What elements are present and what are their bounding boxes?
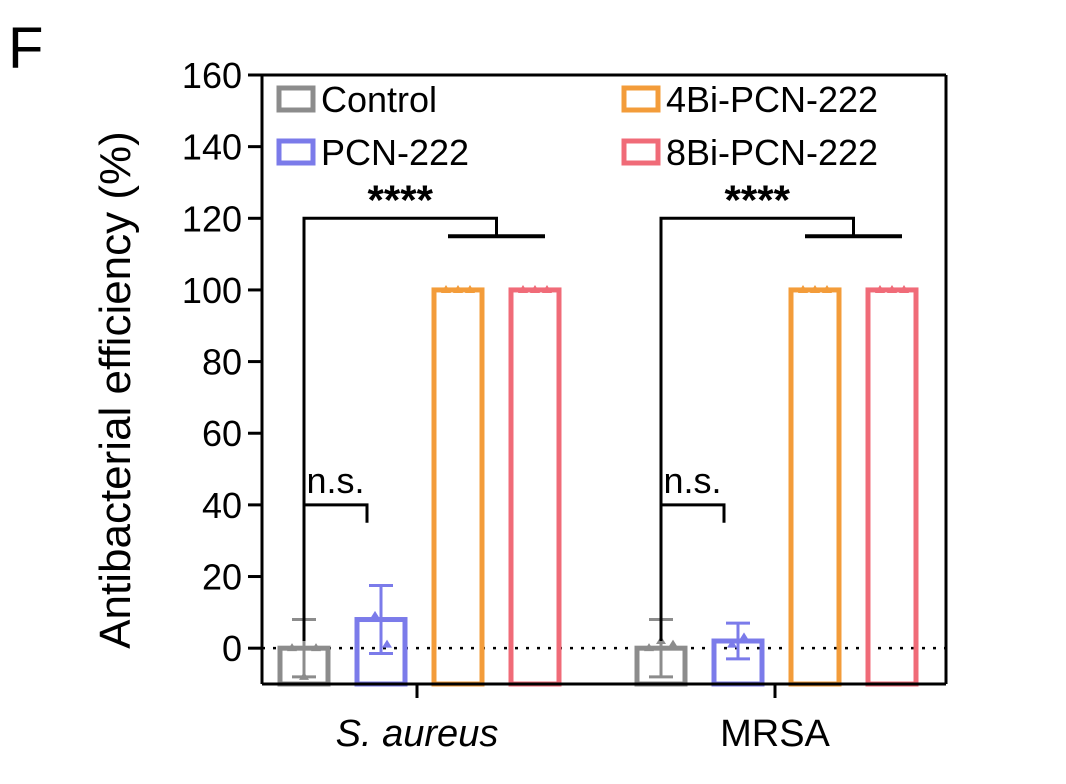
bar-8bi-pcn-222-1: [865, 287, 919, 687]
data-point-2-0-2: [465, 284, 475, 293]
data-point-2-0-0: [441, 284, 451, 293]
legend-label-3: 8Bi-PCN-222: [666, 132, 878, 173]
data-point-2-1-1: [810, 284, 820, 293]
y-tick-label-20: 20: [202, 557, 242, 598]
data-point-0-1-0: [644, 643, 654, 652]
data-point-1-0-1: [382, 639, 392, 648]
bar-4bi-pcn-222-0: [431, 287, 485, 687]
y-tick-label-120: 120: [182, 198, 242, 239]
bar-4bi-pcn-222-1: [788, 287, 842, 687]
legend-swatch-1: [276, 138, 316, 166]
legend: Control PCN-222 4Bi-PCN-222 8Bi-PCN-222: [276, 79, 878, 173]
y-tick-label-60: 60: [202, 413, 242, 454]
data-point-2-1-2: [822, 284, 832, 293]
data-point-3-1-2: [899, 284, 909, 293]
ns-bracket-0: [302, 503, 369, 638]
ns-bracket-1: [659, 503, 726, 638]
data-point-3-0-0: [518, 284, 528, 293]
data-point-3-1-1: [887, 284, 897, 293]
data-point-3-0-1: [530, 284, 540, 293]
x-tick-label-1: MRSA: [720, 713, 830, 755]
data-point-0-0-0: [287, 643, 297, 652]
data-point-2-1-0: [798, 284, 808, 293]
legend-swatch-3: [621, 138, 661, 166]
legend-label-0: Control: [321, 79, 437, 120]
y-axis-label: Antibacterial efficiency (%): [91, 131, 140, 649]
y-tick-label-140: 140: [182, 127, 242, 168]
ns-label-1: n.s.: [663, 460, 721, 501]
ns-label-0: n.s.: [306, 460, 364, 501]
data-point-3-0-2: [542, 284, 552, 293]
y-tick-label-160: 160: [182, 55, 242, 96]
data-point-1-1-0: [727, 639, 737, 648]
significance-bracket-1: [659, 216, 855, 642]
data-point-0-0-2: [311, 643, 321, 652]
significance-bracket-0: [302, 216, 498, 642]
data-point-0-1-2: [668, 639, 678, 648]
y-tick-label-80: 80: [202, 342, 242, 383]
significance-stars-0: ****: [368, 176, 434, 223]
significance-stars-1: ****: [725, 176, 791, 223]
y-tick-label-40: 40: [202, 485, 242, 526]
legend-swatch-2: [621, 85, 661, 113]
panel-letter: F: [8, 16, 43, 81]
data-point-1-0-0: [370, 610, 380, 619]
legend-swatch-0: [276, 85, 316, 113]
data-point-3-1-0: [875, 284, 885, 293]
x-tick-label-0: S. aureus: [336, 713, 499, 755]
data-point-2-0-1: [453, 284, 463, 293]
data-point-1-1-1: [739, 632, 749, 641]
axes: 0 20 40 60 80 100 120 140 160 S. aureus MRSA: [182, 55, 948, 755]
y-tick-label-100: 100: [182, 270, 242, 311]
bar-8bi-pcn-222-0: [508, 287, 562, 687]
data-point-0-0-1: [299, 671, 309, 680]
y-tick-label-0: 0: [222, 628, 242, 669]
legend-label-1: PCN-222: [321, 132, 469, 173]
legend-label-2: 4Bi-PCN-222: [666, 79, 878, 120]
